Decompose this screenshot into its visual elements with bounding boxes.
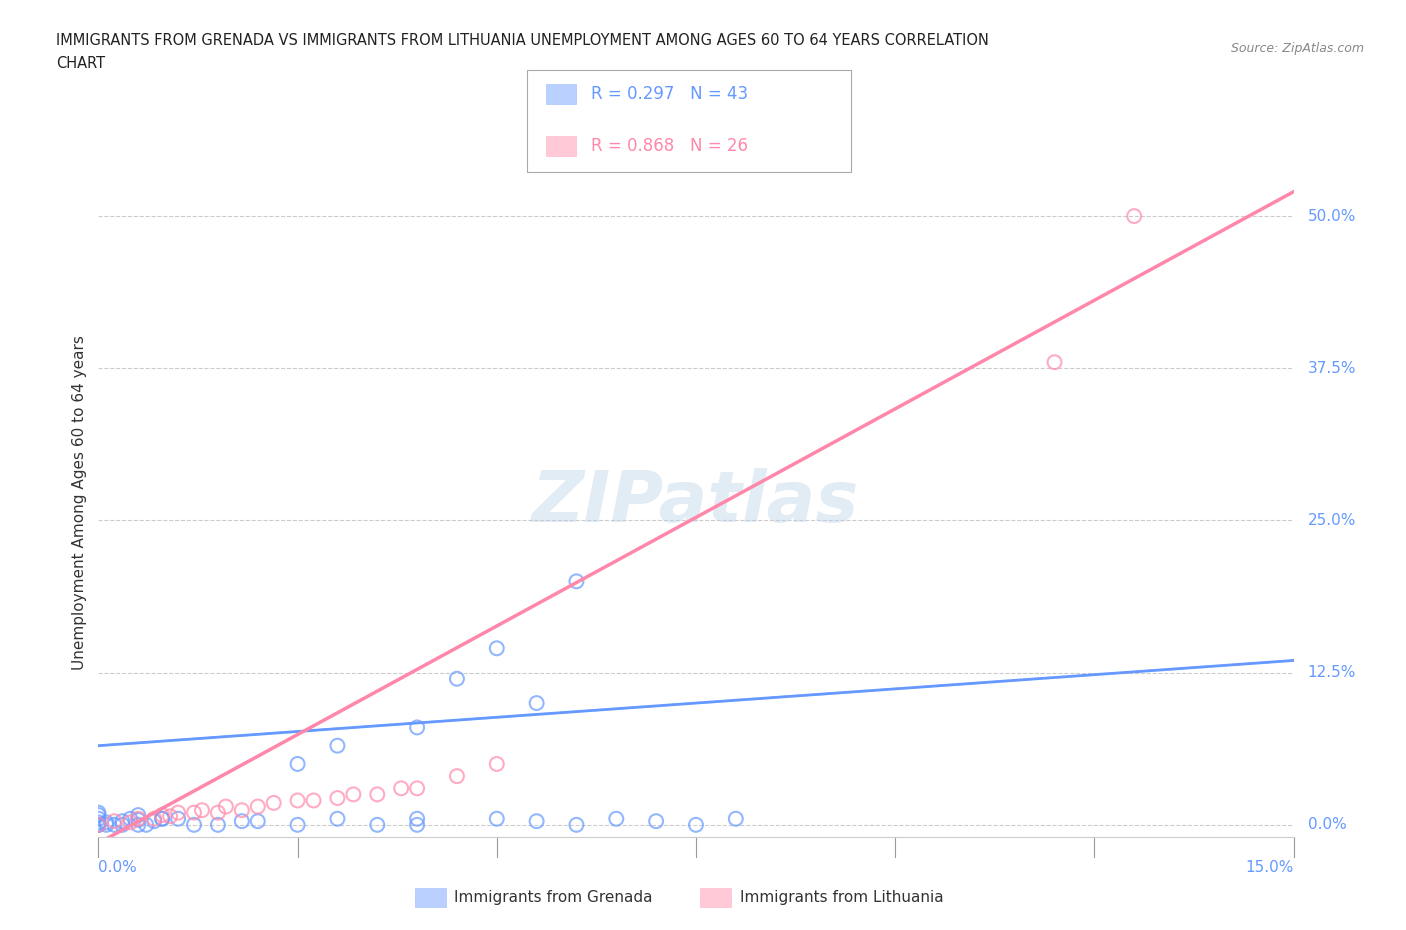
Text: ZIPatlas: ZIPatlas (533, 468, 859, 537)
Text: 50.0%: 50.0% (1308, 208, 1355, 223)
Point (167, 805, 190, 820)
Point (143, 811, 166, 826)
Point (111, 814, 134, 829)
Point (120, 811, 142, 826)
Point (143, 814, 166, 829)
Text: 0.0%: 0.0% (98, 860, 138, 875)
Y-axis label: Unemployment Among Ages 60 to 64 years: Unemployment Among Ages 60 to 64 years (72, 335, 87, 670)
Text: 12.5%: 12.5% (1308, 665, 1355, 680)
Point (120, 815, 142, 830)
Text: 15.0%: 15.0% (1246, 860, 1294, 875)
Point (87, 817, 110, 832)
Point (207, 805, 229, 820)
Point (167, 811, 190, 826)
Point (87, 815, 110, 830)
Point (326, 790, 349, 805)
Point (1043, 354, 1066, 369)
Point (150, 811, 173, 826)
Point (446, 769, 468, 784)
Point (103, 814, 125, 829)
Point (207, 817, 229, 832)
Point (191, 803, 214, 817)
Point (150, 811, 173, 826)
Point (231, 814, 253, 829)
Point (246, 799, 269, 814)
Point (96, 815, 118, 830)
Point (526, 814, 548, 829)
Point (446, 671, 468, 686)
Point (231, 803, 253, 817)
Point (724, 811, 747, 826)
Point (1123, 208, 1146, 223)
Point (342, 787, 364, 802)
Point (87, 805, 110, 820)
Point (526, 696, 548, 711)
Point (287, 793, 309, 808)
Text: R = 0.868   N = 26: R = 0.868 N = 26 (591, 137, 748, 155)
Point (326, 738, 349, 753)
Point (96, 817, 118, 832)
Point (263, 795, 285, 810)
Point (302, 793, 325, 808)
Point (127, 807, 149, 822)
Point (111, 817, 134, 832)
Point (406, 811, 429, 826)
Text: Immigrants from Lithuania: Immigrants from Lithuania (740, 890, 943, 905)
Point (406, 720, 429, 735)
Point (485, 811, 508, 826)
Text: 25.0%: 25.0% (1308, 513, 1355, 528)
Text: Immigrants from Grenada: Immigrants from Grenada (454, 890, 652, 905)
Point (87, 807, 110, 822)
Text: IMMIGRANTS FROM GRENADA VS IMMIGRANTS FROM LITHUANIA UNEMPLOYMENT AMONG AGES 60 : IMMIGRANTS FROM GRENADA VS IMMIGRANTS FR… (56, 33, 988, 47)
Text: CHART: CHART (56, 56, 105, 71)
Point (565, 817, 588, 832)
Point (406, 781, 429, 796)
Point (685, 817, 707, 832)
Point (645, 814, 668, 829)
Point (565, 574, 588, 589)
Point (389, 781, 412, 796)
Point (150, 807, 173, 822)
Point (87, 817, 110, 832)
Point (215, 799, 238, 814)
Point (485, 756, 508, 771)
Point (366, 787, 388, 802)
Point (246, 814, 269, 829)
Text: 0.0%: 0.0% (1308, 817, 1347, 832)
Point (127, 817, 149, 832)
Point (287, 817, 309, 832)
Point (103, 817, 125, 832)
Point (183, 817, 205, 832)
Text: Source: ZipAtlas.com: Source: ZipAtlas.com (1230, 42, 1364, 55)
Point (287, 756, 309, 771)
Point (485, 641, 508, 656)
Point (366, 817, 388, 832)
Point (406, 817, 429, 832)
Text: R = 0.297   N = 43: R = 0.297 N = 43 (591, 85, 748, 103)
Point (87, 817, 110, 832)
Point (127, 813, 149, 828)
Point (183, 805, 205, 820)
Text: 37.5%: 37.5% (1308, 361, 1355, 376)
Point (87, 811, 110, 826)
Point (605, 811, 627, 826)
Point (127, 811, 149, 826)
Point (326, 811, 349, 826)
Point (135, 817, 157, 832)
Point (159, 809, 181, 824)
